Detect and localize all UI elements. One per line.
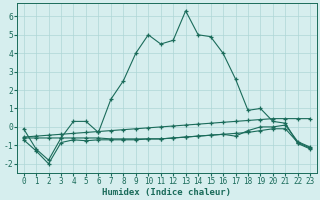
X-axis label: Humidex (Indice chaleur): Humidex (Indice chaleur) — [102, 188, 231, 197]
